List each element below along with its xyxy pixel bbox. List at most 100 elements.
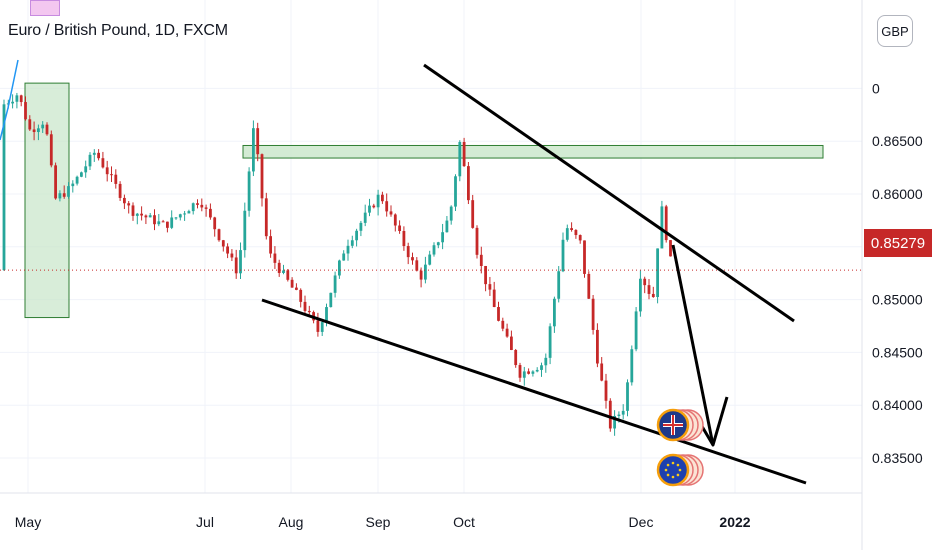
candle-down bbox=[110, 174, 113, 176]
candle-down bbox=[286, 270, 290, 280]
candle-down bbox=[204, 207, 208, 209]
candle-down bbox=[209, 208, 212, 218]
candle-up bbox=[634, 311, 638, 350]
candle-down bbox=[608, 400, 612, 429]
candle-down bbox=[497, 307, 500, 321]
candle-up bbox=[84, 166, 88, 173]
candle-down bbox=[24, 102, 27, 120]
candle-down bbox=[127, 203, 131, 206]
candle-up bbox=[445, 220, 449, 233]
upper-trendline bbox=[423, 63, 795, 323]
resistance-zone bbox=[242, 144, 824, 159]
eu-flag-star bbox=[676, 463, 680, 467]
eu-flag-star bbox=[666, 473, 670, 477]
time-tick-label: Dec bbox=[629, 514, 654, 530]
candle-up bbox=[544, 357, 548, 366]
projection-arrow-shaft bbox=[671, 244, 715, 446]
eu-flag-star bbox=[671, 461, 675, 465]
candle-down bbox=[140, 213, 143, 216]
candle-down bbox=[161, 221, 165, 223]
price-tick-label: 0.84000 bbox=[872, 397, 923, 413]
candle-down bbox=[153, 215, 156, 225]
projection-arrow-head bbox=[698, 396, 729, 447]
candle-down bbox=[647, 285, 651, 294]
candle-down bbox=[49, 134, 53, 166]
eu-flag-star bbox=[676, 473, 680, 477]
candle-up bbox=[346, 245, 350, 254]
candle-down bbox=[488, 284, 492, 290]
price-tick-label: 0.85000 bbox=[872, 292, 923, 308]
candle-up bbox=[329, 292, 333, 308]
candle-up bbox=[355, 230, 358, 241]
candle-up bbox=[368, 205, 371, 213]
candle-down bbox=[221, 240, 225, 247]
candle-up bbox=[252, 128, 255, 172]
candle-up bbox=[333, 275, 337, 293]
time-tick-label: Jul bbox=[196, 514, 214, 530]
candle-down bbox=[62, 193, 66, 197]
candle-up bbox=[178, 214, 182, 218]
candle-down bbox=[651, 293, 655, 298]
candle-up bbox=[630, 349, 634, 383]
candle-up bbox=[247, 171, 251, 211]
candle-up bbox=[80, 172, 83, 177]
candle-down bbox=[105, 167, 109, 175]
candle-down bbox=[501, 320, 505, 329]
candle-down bbox=[295, 287, 298, 290]
price-tick-label: 0.84500 bbox=[872, 344, 923, 360]
candle-up bbox=[548, 326, 552, 358]
candle-up bbox=[174, 217, 178, 219]
candle-up bbox=[561, 239, 565, 272]
candle-up bbox=[553, 298, 556, 327]
candle-up bbox=[282, 270, 285, 273]
candle-down bbox=[596, 329, 599, 364]
candle-up bbox=[92, 152, 96, 155]
candle-down bbox=[406, 246, 410, 258]
candle-down bbox=[570, 228, 573, 230]
candle-down bbox=[389, 211, 393, 215]
candle-down bbox=[54, 165, 57, 199]
candle-down bbox=[213, 217, 217, 230]
candle-up bbox=[183, 213, 186, 215]
candle-up bbox=[441, 232, 444, 243]
candle-down bbox=[381, 194, 384, 202]
eu-flag-star bbox=[678, 468, 682, 472]
candle-up bbox=[191, 203, 195, 212]
candle-down bbox=[514, 349, 518, 366]
candle-down bbox=[587, 273, 591, 299]
candle-up bbox=[454, 176, 457, 207]
candle-up bbox=[11, 101, 14, 104]
candle-down bbox=[264, 198, 268, 237]
candle-down bbox=[144, 215, 148, 218]
candle-up bbox=[621, 410, 625, 415]
candle-down bbox=[484, 265, 487, 285]
candle-up bbox=[359, 222, 363, 231]
candle-down bbox=[166, 221, 169, 228]
candle-down bbox=[398, 225, 401, 232]
candle-down bbox=[32, 129, 36, 133]
candle-down bbox=[411, 257, 414, 261]
candle-down bbox=[527, 371, 530, 374]
candle-up bbox=[376, 194, 380, 208]
candle-up bbox=[522, 371, 526, 378]
candle-up bbox=[243, 210, 247, 251]
candle-up bbox=[71, 183, 75, 187]
candle-up bbox=[626, 382, 629, 411]
candle-up bbox=[656, 248, 659, 298]
currency-button[interactable]: GBP bbox=[877, 15, 913, 47]
price-tick-label: 0.86000 bbox=[872, 186, 923, 202]
candle-down bbox=[131, 205, 135, 216]
candle-down bbox=[118, 183, 122, 198]
candle-up bbox=[660, 206, 664, 249]
candle-up bbox=[363, 212, 367, 223]
candle-up bbox=[148, 215, 152, 218]
candle-down bbox=[234, 257, 238, 274]
candle-down bbox=[226, 246, 229, 254]
candle-up bbox=[535, 369, 539, 372]
candle-down bbox=[600, 363, 604, 381]
candle-down bbox=[574, 229, 578, 236]
corner-highlight-box bbox=[30, 0, 60, 16]
candle-down bbox=[316, 320, 320, 332]
candle-up bbox=[613, 415, 616, 429]
